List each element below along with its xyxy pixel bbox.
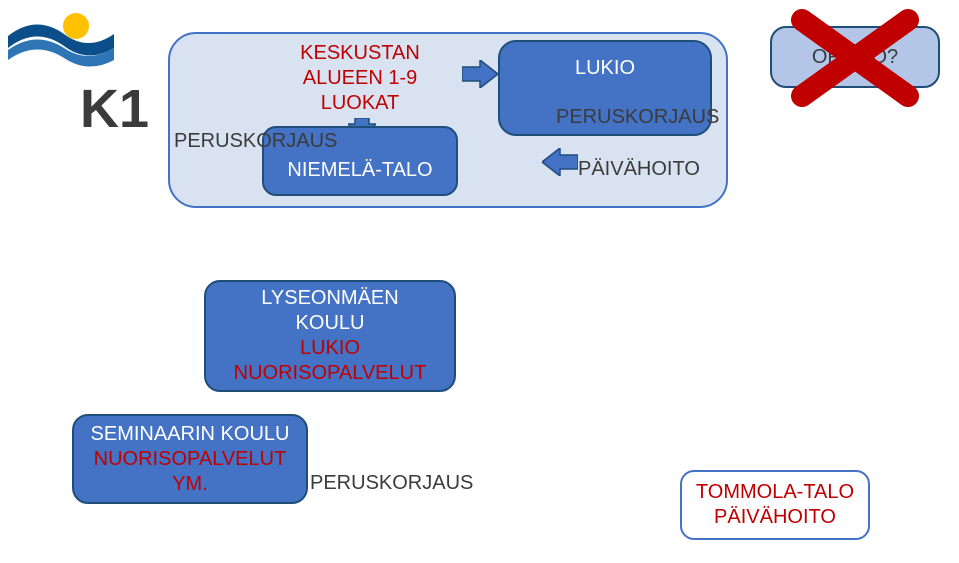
keskustan-line1: KESKUSTAN xyxy=(300,41,420,66)
label-peruskorjaus-seminaarin: PERUSKORJAUS xyxy=(310,472,473,495)
node-keskustan: KESKUSTAN ALUEEN 1-9 LUOKAT xyxy=(262,34,458,122)
seminaarin-line1: SEMINAARIN KOULU xyxy=(91,422,290,447)
lyseonmaen-line1: LYSEONMÄEN xyxy=(261,286,398,311)
seminaarin-line3: YM. xyxy=(172,472,208,497)
node-lyseonmaen: LYSEONMÄEN KOULU LUKIO NUORISOPALVELUT xyxy=(204,280,456,392)
lukio-line: LUKIO xyxy=(575,56,635,81)
niemela-line: NIEMELÄ-TALO xyxy=(287,158,432,183)
lyseonmaen-line4: NUORISOPALVELUT xyxy=(234,361,427,386)
x-mark-icon xyxy=(790,8,920,113)
label-peruskorjaus-lukio: PERUSKORJAUS xyxy=(556,106,719,129)
keskustan-line3: LUOKAT xyxy=(321,91,400,116)
tommola-line2: PÄIVÄHOITO xyxy=(714,505,836,530)
seminaarin-line2: NUORISOPALVELUT xyxy=(94,447,287,472)
lyseonmaen-line2: KOULU xyxy=(296,311,365,336)
tommola-line1: TOMMOLA-TALO xyxy=(696,480,854,505)
label-paivahoito: PÄIVÄHOITO xyxy=(578,158,700,181)
arrow-right xyxy=(462,60,498,93)
logo xyxy=(6,8,116,68)
label-peruskorjaus-left: PERUSKORJAUS xyxy=(174,130,337,153)
node-tommola: TOMMOLA-TALO PÄIVÄHOITO xyxy=(680,470,870,540)
keskustan-line2: ALUEEN 1-9 xyxy=(303,66,418,91)
lyseonmaen-line3: LUKIO xyxy=(300,336,360,361)
node-seminaarin: SEMINAARIN KOULU NUORISOPALVELUT YM. xyxy=(72,414,308,504)
heading-k1: K1 xyxy=(80,78,149,140)
arrow-left xyxy=(542,148,578,181)
